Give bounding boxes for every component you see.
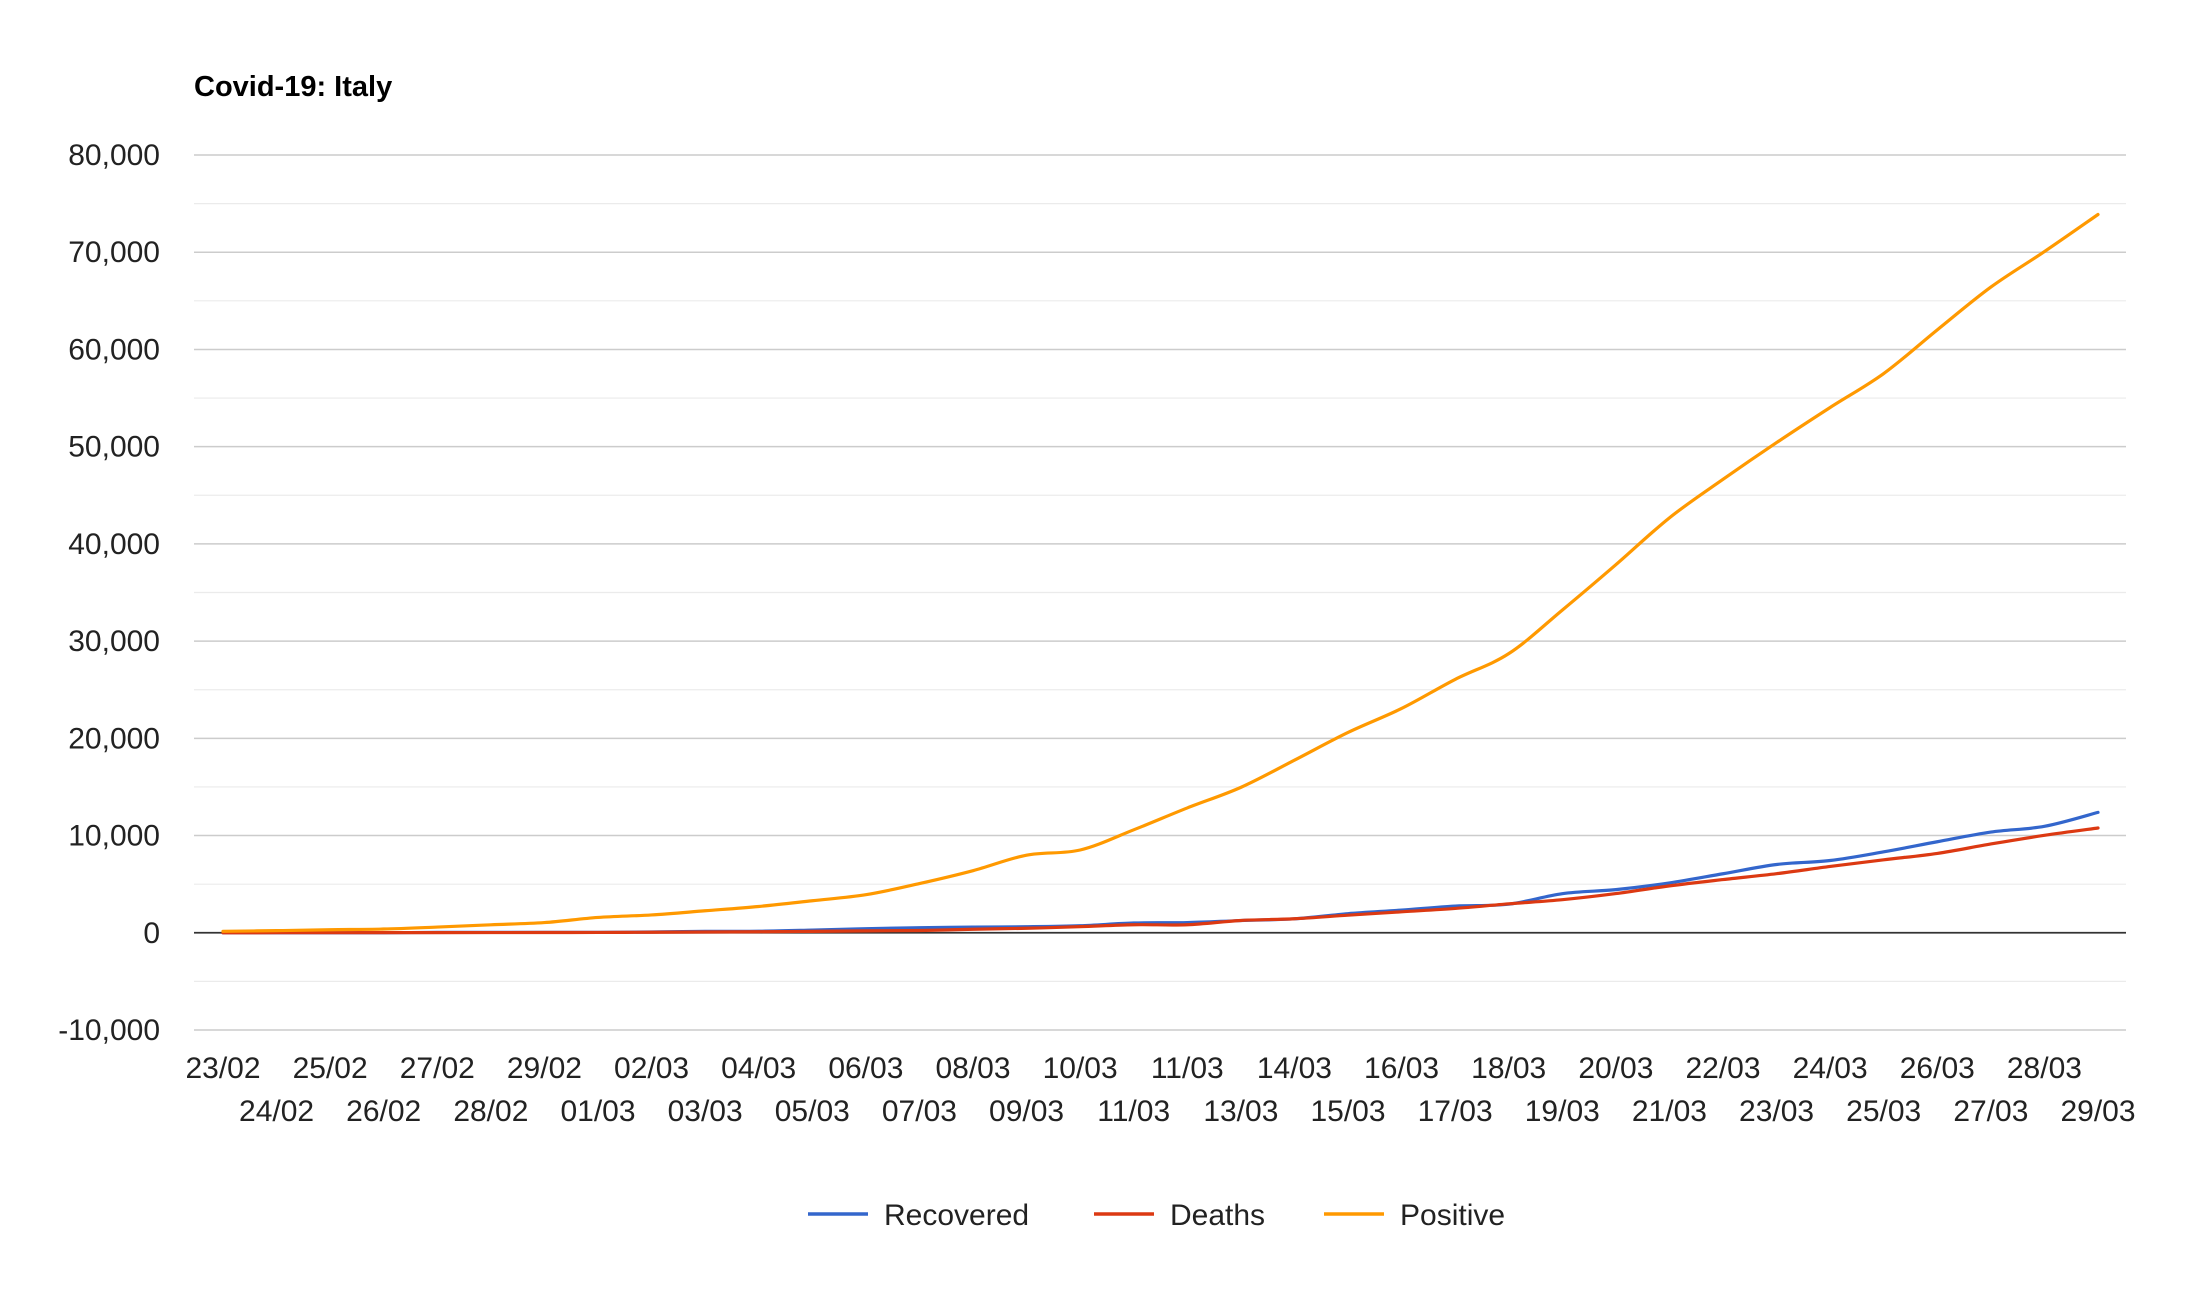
x-tick-label: 24/03 [1793, 1052, 1868, 1085]
x-tick-label: 05/03 [775, 1095, 850, 1128]
x-tick-label: 19/03 [1525, 1095, 1600, 1128]
x-tick-label: 21/03 [1632, 1095, 1707, 1128]
x-tick-label: 23/03 [1739, 1095, 1814, 1128]
legend-label-deaths: Deaths [1170, 1199, 1265, 1232]
series-line-positive [221, 212, 2100, 933]
y-tick-label: 0 [143, 917, 160, 950]
grid-lines [194, 154, 2126, 1031]
chart-title: Covid-19: Italy [194, 71, 392, 103]
x-tick-label: 13/03 [1203, 1095, 1278, 1128]
y-tick-label: 40,000 [68, 528, 160, 561]
x-tick-label: 09/03 [989, 1095, 1064, 1128]
y-tick-label: 10,000 [68, 820, 160, 853]
series-line-recovered [221, 810, 2100, 935]
x-axis-labels: 23/02 24/02 25/02 26/02 27/02 28/02 29/02 01/03… [185, 1052, 2135, 1128]
x-tick-label: 04/03 [721, 1052, 796, 1085]
x-tick-label: 22/03 [1685, 1052, 1760, 1085]
x-tick-label: 23/02 [185, 1052, 260, 1085]
x-tick-label: 18/03 [1471, 1052, 1546, 1085]
legend-label-positive: Positive [1400, 1199, 1505, 1232]
x-tick-label: 11/03 [1151, 1052, 1224, 1085]
y-tick-label: -10,000 [58, 1014, 160, 1047]
x-tick-label: 15/03 [1310, 1095, 1385, 1128]
x-tick-label: 02/03 [614, 1052, 689, 1085]
y-tick-label: 20,000 [68, 722, 160, 755]
x-tick-label: 07/03 [882, 1095, 957, 1128]
x-tick-label: 27/03 [1953, 1095, 2028, 1128]
x-tick-label: 16/03 [1364, 1052, 1439, 1085]
x-tick-label: 26/03 [1900, 1052, 1975, 1085]
x-tick-label: 01/03 [560, 1095, 635, 1128]
x-tick-label: 11/03 [1097, 1095, 1170, 1128]
x-tick-label: 25/03 [1846, 1095, 1921, 1128]
x-tick-label: 20/03 [1578, 1052, 1653, 1085]
x-tick-label: 08/03 [935, 1052, 1010, 1085]
x-tick-label: 27/02 [400, 1052, 475, 1085]
y-tick-label: 70,000 [68, 236, 160, 269]
x-tick-label: 26/02 [346, 1095, 421, 1128]
y-tick-label: 30,000 [68, 625, 160, 658]
x-tick-label: 28/03 [2007, 1052, 2082, 1085]
x-tick-label: 25/02 [293, 1052, 368, 1085]
y-tick-label: 80,000 [68, 139, 160, 172]
legend: Recovered Deaths Positive [808, 1199, 1505, 1232]
x-tick-label: 29/03 [2060, 1095, 2135, 1128]
x-tick-label: 06/03 [828, 1052, 903, 1085]
x-tick-label: 28/02 [453, 1095, 528, 1128]
series-lines [221, 212, 2100, 935]
x-tick-label: 24/02 [239, 1095, 314, 1128]
x-tick-label: 29/02 [507, 1052, 582, 1085]
x-tick-label: 14/03 [1257, 1052, 1332, 1085]
y-axis-labels: 80,000 70,000 60,000 50,000 40,000 30,000 20,0… [58, 139, 160, 1047]
x-tick-label: 10/03 [1043, 1052, 1118, 1085]
series-line-deaths [221, 826, 2100, 935]
x-tick-label: 17/03 [1418, 1095, 1493, 1128]
x-tick-label: 03/03 [668, 1095, 743, 1128]
legend-label-recovered: Recovered [884, 1199, 1029, 1232]
y-tick-label: 60,000 [68, 333, 160, 366]
y-tick-label: 50,000 [68, 431, 160, 464]
